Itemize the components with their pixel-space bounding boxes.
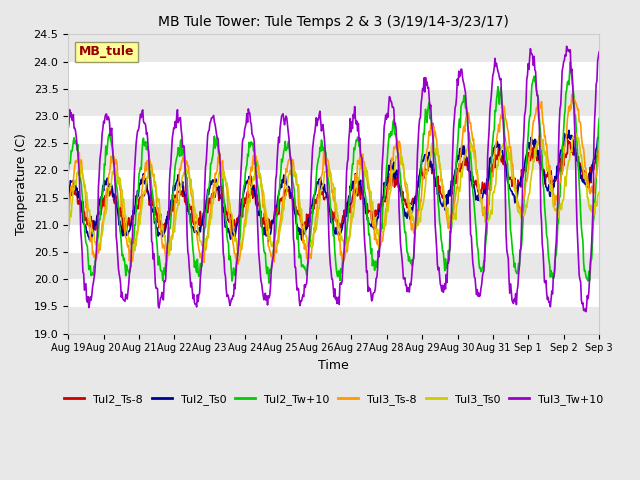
Tul3_Tw+10 [74, 148, 81, 154]
Tul2_Ts-8 [399, 189, 406, 194]
Bar [68, 197, 599, 225]
Tul2_Tw+10 [182, 174, 190, 180]
Bar [68, 89, 599, 116]
Tul3_Ts-8 [211, 184, 218, 190]
Tul3_Tw+10 [413, 151, 421, 156]
Tul2_Tw+10 [265, 280, 273, 286]
Legend: Tul2_Ts-8, Tul2_Ts0, Tul2_Tw+10, Tul3_Ts-8, Tul3_Ts0, Tul3_Tw+10: Tul2_Ts-8, Tul2_Ts0, Tul2_Tw+10, Tul3_Ts… [60, 390, 607, 410]
Tul2_Tw+10 [595, 116, 603, 121]
Tul3_Ts0 [74, 169, 81, 175]
Tul2_Tw+10 [211, 133, 218, 139]
Tul2_Ts-8 [183, 196, 191, 202]
Tul3_Tw+10 [64, 126, 72, 132]
Line: Tul2_Ts0: Tul2_Ts0 [68, 131, 599, 242]
Tul2_Tw+10 [64, 171, 72, 177]
Title: MB Tule Tower: Tule Temps 2 & 3 (3/19/14-3/23/17): MB Tule Tower: Tule Temps 2 & 3 (3/19/14… [158, 15, 509, 29]
Tul3_Ts-8 [399, 161, 406, 167]
Line: Tul2_Ts-8: Tul2_Ts-8 [68, 141, 599, 233]
Tul3_Tw+10 [595, 49, 603, 55]
Tul2_Tw+10 [74, 142, 81, 147]
Tul3_Ts-8 [595, 148, 603, 154]
Tul2_Ts0 [74, 195, 81, 201]
Tul3_Ts0 [399, 160, 406, 166]
Tul2_Ts0 [64, 185, 72, 191]
Tul3_Ts0 [129, 245, 136, 251]
Line: Tul3_Tw+10: Tul3_Tw+10 [68, 46, 599, 312]
Text: MB_tule: MB_tule [79, 45, 134, 58]
Tul3_Ts-8 [64, 219, 72, 225]
Tul2_Ts0 [264, 239, 272, 245]
Tul2_Ts-8 [64, 195, 72, 201]
Tul3_Ts-8 [182, 158, 190, 164]
Tul3_Tw+10 [398, 255, 406, 261]
Tul2_Ts0 [595, 132, 603, 138]
Tul3_Tw+10 [211, 119, 218, 125]
Bar [68, 143, 599, 170]
Tul3_Ts0 [572, 131, 579, 136]
Tul3_Tw+10 [182, 196, 190, 202]
X-axis label: Time: Time [318, 359, 349, 372]
Bar [68, 35, 599, 61]
Tul2_Ts0 [399, 200, 406, 206]
Line: Tul3_Ts-8: Tul3_Ts-8 [68, 95, 599, 264]
Tul3_Tw+10 [129, 235, 136, 241]
Tul3_Ts0 [414, 222, 422, 228]
Tul3_Ts-8 [568, 92, 575, 97]
Tul3_Ts-8 [234, 261, 242, 267]
Tul2_Tw+10 [414, 207, 422, 213]
Tul3_Ts0 [211, 190, 219, 195]
Tul3_Ts0 [64, 231, 72, 237]
Line: Tul2_Tw+10: Tul2_Tw+10 [68, 62, 599, 283]
Tul3_Ts-8 [74, 156, 81, 162]
Tul3_Ts0 [183, 168, 191, 173]
Y-axis label: Temperature (C): Temperature (C) [15, 133, 28, 235]
Tul3_Ts0 [595, 189, 603, 195]
Tul2_Ts-8 [123, 230, 131, 236]
Tul2_Ts0 [182, 192, 190, 197]
Tul3_Tw+10 [582, 309, 589, 314]
Tul2_Ts0 [129, 216, 136, 222]
Tul2_Ts0 [565, 128, 573, 133]
Tul3_Ts0 [166, 252, 173, 258]
Tul2_Ts-8 [414, 178, 422, 184]
Bar [68, 306, 599, 334]
Tul2_Tw+10 [399, 204, 406, 209]
Tul3_Ts-8 [129, 258, 136, 264]
Tul3_Ts-8 [414, 210, 422, 216]
Tul2_Ts-8 [211, 194, 219, 200]
Bar [68, 252, 599, 279]
Tul2_Tw+10 [566, 59, 574, 65]
Tul2_Ts-8 [129, 216, 137, 222]
Tul2_Ts0 [414, 184, 422, 190]
Tul2_Ts-8 [564, 138, 572, 144]
Tul3_Tw+10 [563, 43, 570, 49]
Tul2_Ts0 [211, 180, 218, 186]
Tul2_Ts-8 [74, 201, 81, 206]
Line: Tul3_Ts0: Tul3_Ts0 [68, 133, 599, 255]
Tul2_Ts-8 [595, 149, 603, 155]
Tul2_Tw+10 [129, 239, 136, 245]
